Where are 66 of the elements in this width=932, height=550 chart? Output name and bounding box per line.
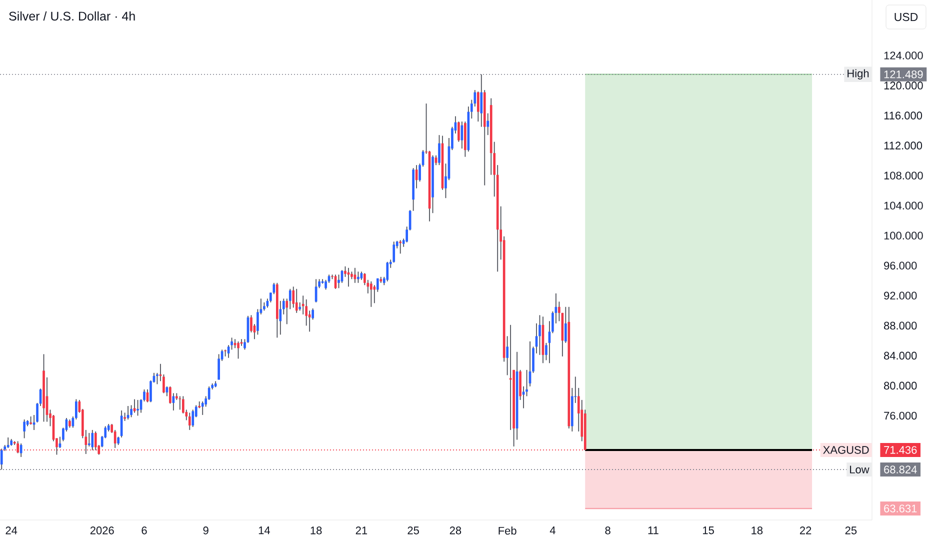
x-tick-label: 25 bbox=[408, 526, 419, 534]
x-tick-label: 25 bbox=[845, 526, 857, 534]
ref-line-label: XAGUSD bbox=[823, 446, 869, 454]
x-tick-label: 9 bbox=[203, 526, 208, 534]
candlestick bbox=[218, 354, 220, 380]
candlestick bbox=[188, 412, 191, 430]
x-tick-label: 14 bbox=[258, 526, 270, 534]
candlestick bbox=[166, 386, 168, 397]
candlestick bbox=[156, 372, 158, 385]
x-tick-label: 11 bbox=[648, 526, 658, 534]
y-tick-label: 121.489 bbox=[884, 70, 923, 78]
candlestick bbox=[480, 74, 483, 128]
candlestick bbox=[486, 112, 490, 136]
candlestick bbox=[399, 240, 402, 254]
candlestick bbox=[338, 274, 340, 289]
ref-line-label: High bbox=[848, 69, 869, 80]
y-tick-label: 80.000 bbox=[884, 382, 917, 390]
y-tick-label: 71.436 bbox=[884, 446, 917, 454]
x-tick-label: Feb bbox=[498, 526, 516, 535]
y-tick-label: 120.000 bbox=[884, 82, 923, 90]
candlestick bbox=[230, 337, 233, 350]
candlestick bbox=[6, 437, 10, 448]
x-tick-label: 28 bbox=[450, 526, 462, 534]
candlestick bbox=[373, 284, 376, 304]
y-tick-label: 112.000 bbox=[884, 142, 922, 150]
y-tick-label: 100.000 bbox=[884, 232, 923, 240]
text: USD bbox=[894, 12, 918, 22]
y-tick-label: 92.000 bbox=[884, 292, 917, 300]
y-tick-label: 76.000 bbox=[884, 412, 917, 420]
y-tick-label: 96.000 bbox=[884, 262, 917, 270]
x-tick-label: 15 bbox=[703, 526, 714, 534]
y-tick-label: 116.000 bbox=[884, 112, 922, 120]
x-tick-label: 8 bbox=[605, 526, 610, 534]
y-tick-label: 63.631 bbox=[884, 504, 917, 512]
x-tick-label: 2026 bbox=[90, 526, 114, 534]
candlestick bbox=[136, 399, 139, 416]
candlestick bbox=[91, 430, 94, 451]
y-tick-label: 104.000 bbox=[884, 202, 923, 210]
candlestick bbox=[295, 288, 298, 314]
candlestick bbox=[538, 314, 541, 356]
x-tick-label: 21 bbox=[356, 526, 368, 534]
candlestick bbox=[23, 419, 26, 439]
candlestick bbox=[370, 280, 372, 308]
candlestick bbox=[386, 261, 389, 282]
y-tick-label: 68.824 bbox=[884, 466, 917, 474]
candlestick bbox=[237, 340, 240, 360]
candlestick bbox=[434, 154, 438, 166]
y-tick-label: 108.000 bbox=[884, 172, 923, 180]
candlestick bbox=[438, 134, 440, 166]
y-tick-label: 84.000 bbox=[884, 352, 917, 360]
candlestick bbox=[88, 432, 90, 447]
text: Silver / U.S. Dollar · 4h bbox=[9, 11, 135, 21]
y-tick-label: 124.000 bbox=[884, 52, 923, 60]
x-tick-label: 6 bbox=[142, 526, 147, 534]
x-tick-label: 18 bbox=[310, 526, 322, 534]
candlestick bbox=[0, 448, 3, 470]
candlestick bbox=[357, 271, 360, 284]
candlestick bbox=[192, 409, 194, 428]
x-tick-label: 18 bbox=[752, 526, 763, 534]
x-tick-label: 24 bbox=[6, 526, 18, 534]
x-tick-label: 4 bbox=[550, 526, 556, 534]
candlestick bbox=[476, 91, 480, 122]
ref-line-label: Low bbox=[850, 466, 870, 474]
x-tick-label: 22 bbox=[800, 526, 812, 534]
y-tick-label: 88.000 bbox=[884, 322, 917, 330]
candlestick bbox=[558, 301, 560, 322]
